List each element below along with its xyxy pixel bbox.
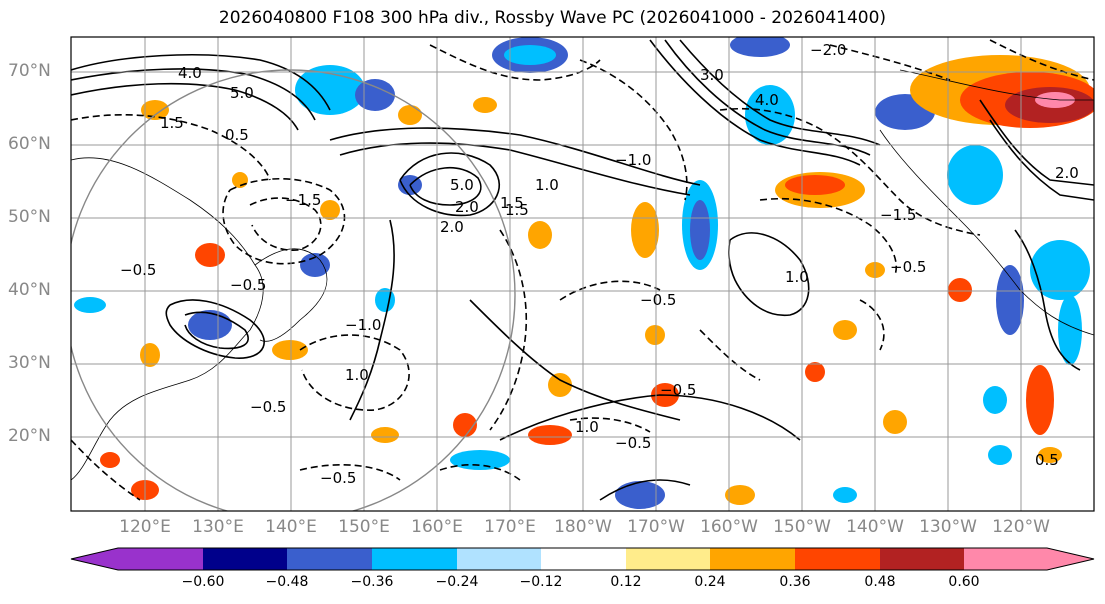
lon-label: 160°W <box>700 517 758 537</box>
contour-label: −2.0 <box>810 41 846 59</box>
contour-label: −0.5 <box>660 381 696 399</box>
negative-contours <box>71 39 1094 501</box>
colorbar <box>70 547 1095 571</box>
contour-label: 1.5 <box>160 114 184 132</box>
divergence-shading <box>74 37 1094 509</box>
contour-label: 5.0 <box>230 84 254 102</box>
lon-label: 180°W <box>554 517 612 537</box>
contour-label: −0.5 <box>120 261 156 279</box>
contour-label: 2.0 <box>455 198 479 216</box>
contour-label: −0.5 <box>320 469 356 487</box>
colorbar-segment <box>964 548 1047 570</box>
contour-label: −1.0 <box>615 151 651 169</box>
contour-label: 2.0 <box>440 218 464 236</box>
colorbar-segment <box>880 548 964 570</box>
contour-label: −0.5 <box>615 434 651 452</box>
contour-label: 1.0 <box>785 268 809 286</box>
colorbar-tick: 0.60 <box>948 574 980 590</box>
lon-label: 150°W <box>773 517 831 537</box>
contour-label: 1.0 <box>345 366 369 384</box>
contour-label: −0.5 <box>230 276 266 294</box>
colorbar-segment <box>710 548 795 570</box>
contour-label: 1.0 <box>535 176 559 194</box>
colorbar-tick: −0.48 <box>265 574 309 590</box>
colorbar-outline <box>70 547 1095 571</box>
contour-label: 1.5 <box>500 194 524 212</box>
colorbar-segment <box>457 548 541 570</box>
lon-label: 140°W <box>846 517 904 537</box>
gridlines <box>71 37 1094 511</box>
colorbar-segment <box>118 548 203 570</box>
contour-label: 1.0 <box>575 418 599 436</box>
lon-label: 170°W <box>627 517 685 537</box>
lon-label: 170°E <box>484 517 536 537</box>
lat-label: 40°N <box>8 280 51 300</box>
colorbar-extend-high <box>1047 548 1094 570</box>
lat-label: 70°N <box>8 61 51 81</box>
colorbar-segment <box>626 548 710 570</box>
contour-label: −0.5 <box>250 398 286 416</box>
colorbar-segment <box>541 548 626 570</box>
contour-label: 5.0 <box>450 176 474 194</box>
contour-label: −1.0 <box>345 316 381 334</box>
contour-label: 1.5 <box>505 201 529 219</box>
lat-label: 20°N <box>8 426 51 446</box>
colorbar-segment <box>372 548 457 570</box>
colorbar-segment <box>287 548 372 570</box>
lon-label: 130°W <box>919 517 977 537</box>
lat-label: 50°N <box>8 207 51 227</box>
contour-label: −1.5 <box>285 191 321 209</box>
colorbar-tick: 0.12 <box>610 574 642 590</box>
map-frame <box>70 36 1095 512</box>
colorbar-tick: 0.36 <box>779 574 811 590</box>
colorbar-tick: −0.36 <box>350 574 394 590</box>
colorbar-tick: 0.24 <box>694 574 726 590</box>
colorbar-segment <box>203 548 287 570</box>
colorbar-tick: −0.12 <box>519 574 563 590</box>
contour-label: 0.5 <box>1035 451 1059 469</box>
colorbar-extend-low <box>71 548 118 570</box>
colorbar-segment <box>795 548 880 570</box>
contour-label: 4.0 <box>755 91 779 109</box>
lon-label: 160°E <box>411 517 463 537</box>
lon-label: 120°E <box>119 517 171 537</box>
lat-label: 60°N <box>8 134 51 154</box>
contour-label: 4.0 <box>178 64 202 82</box>
lon-label: 130°E <box>192 517 244 537</box>
colorbar-tick: −0.24 <box>435 574 479 590</box>
colorbar-tick: 0.48 <box>864 574 896 590</box>
lon-label: 150°E <box>338 517 390 537</box>
contour-label: −0.5 <box>890 258 926 276</box>
contour-label: −1.5 <box>880 206 916 224</box>
lat-label: 30°N <box>8 353 51 373</box>
contour-label: 3.0 <box>700 66 724 84</box>
map-title: 2026040800 F108 300 hPa div., Rossby Wav… <box>218 8 887 28</box>
lon-label: 120°W <box>992 517 1050 537</box>
contour-label: −0.5 <box>640 291 676 309</box>
lon-label: 140°E <box>265 517 317 537</box>
contour-label: 0.5 <box>225 126 249 144</box>
reference-circle <box>71 69 516 511</box>
contour-label: 2.0 <box>1055 164 1079 182</box>
colorbar-tick: −0.60 <box>181 574 225 590</box>
